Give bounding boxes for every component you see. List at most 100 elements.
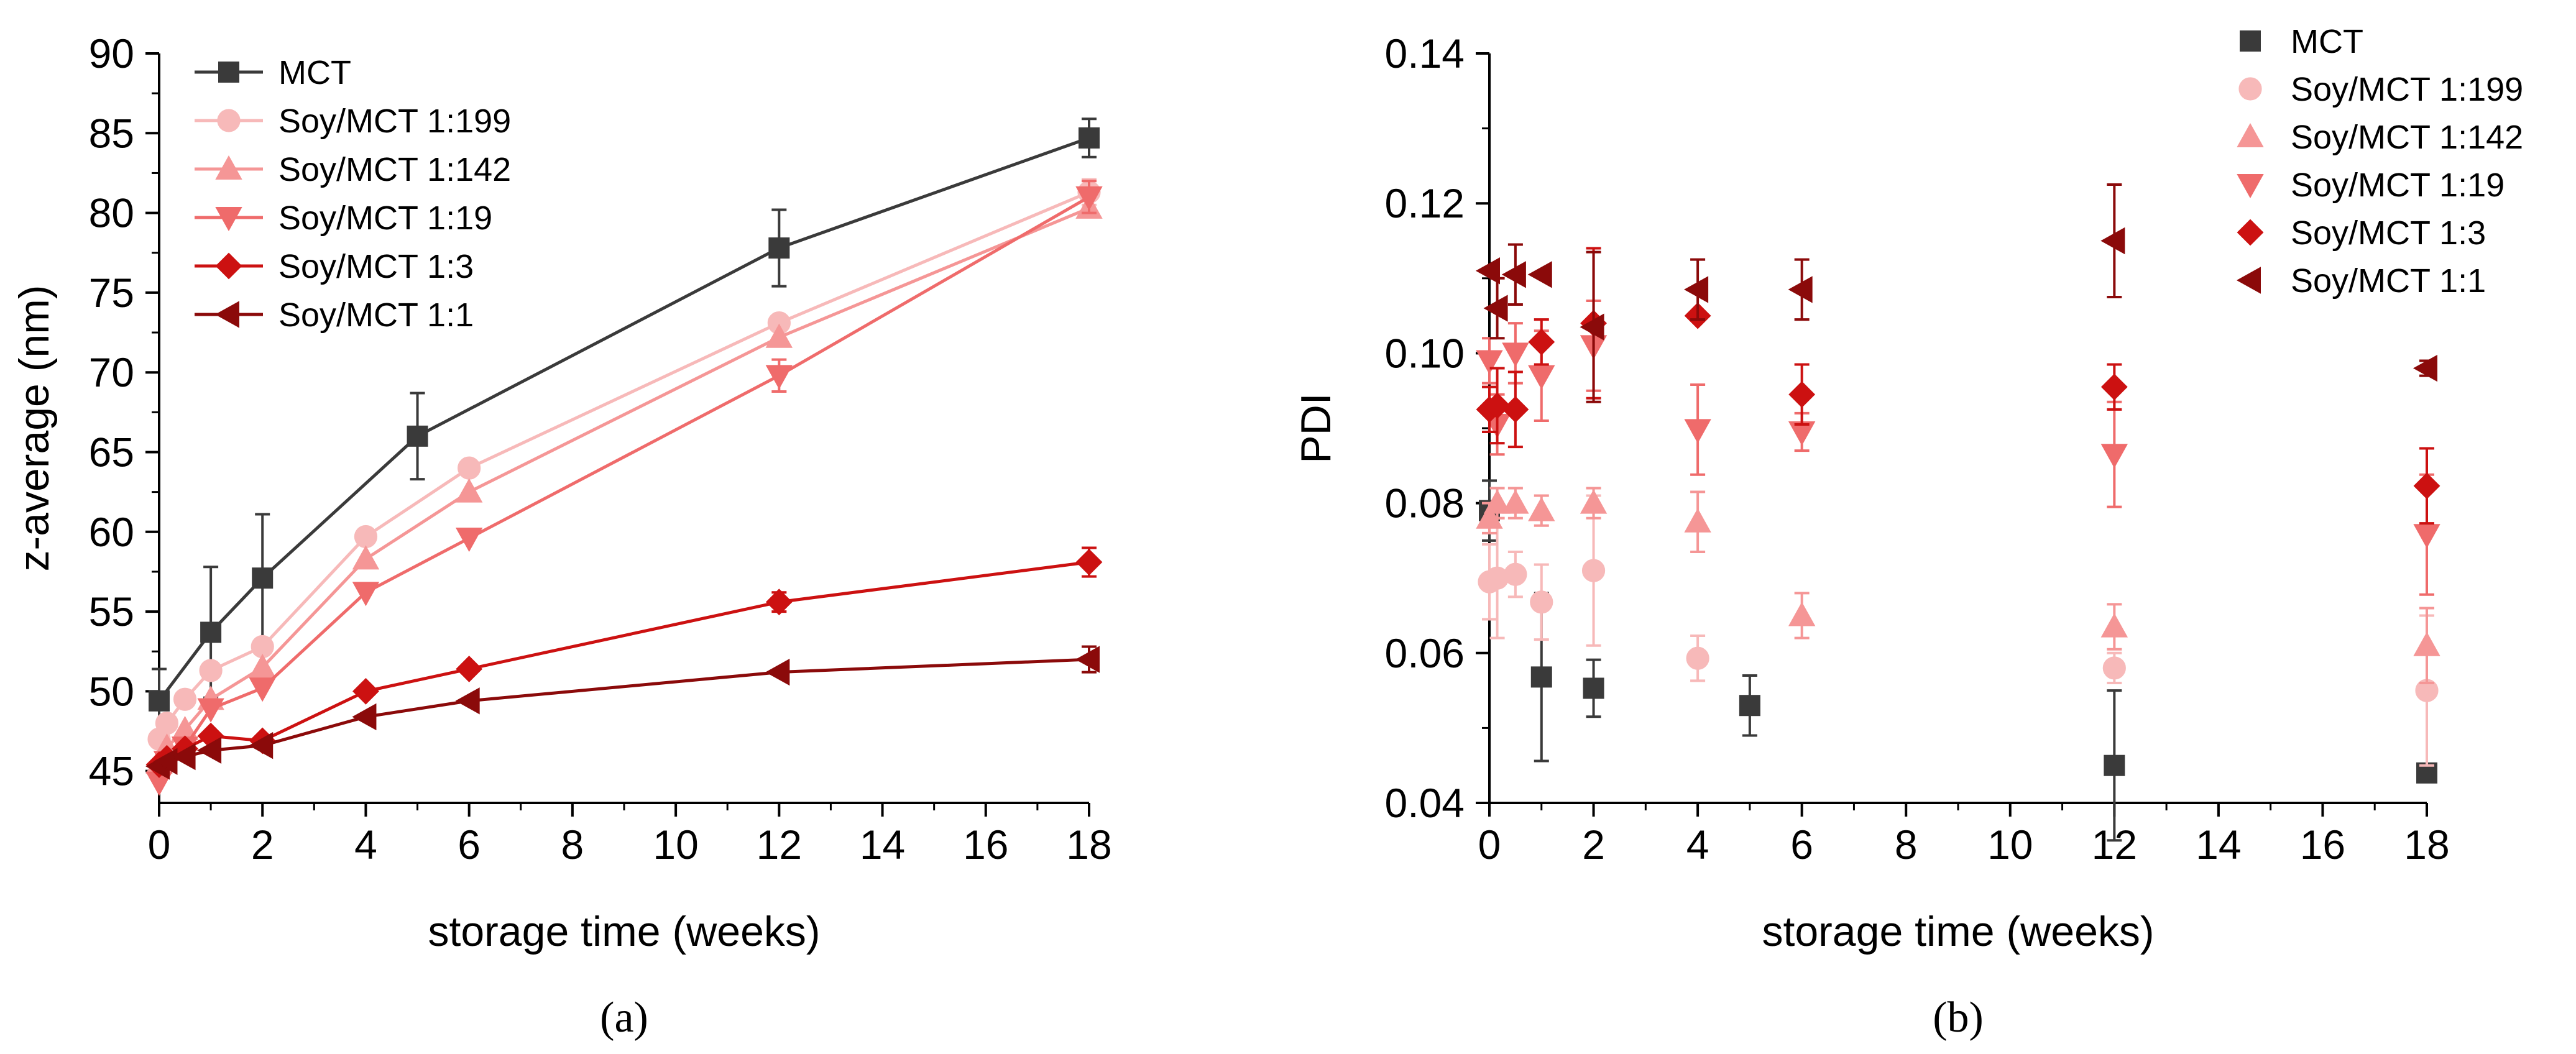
data-point bbox=[1075, 549, 1103, 575]
data-point bbox=[1075, 646, 1100, 673]
legend-marker bbox=[215, 207, 242, 232]
legend-label: Soy/MCT 1:199 bbox=[2291, 71, 2523, 108]
data-point bbox=[197, 736, 222, 764]
x-tick-label: 10 bbox=[1987, 822, 2033, 868]
x-tick-label: 8 bbox=[561, 822, 584, 868]
data-point bbox=[249, 677, 276, 702]
series-soy-mct-1-1 bbox=[145, 645, 1100, 780]
x-tick-label: 18 bbox=[1066, 822, 1111, 868]
data-point bbox=[456, 656, 483, 682]
data-point bbox=[153, 748, 178, 775]
data-point bbox=[352, 545, 380, 570]
panel-label: (a) bbox=[600, 994, 648, 1042]
x-tick-label: 0 bbox=[148, 822, 171, 868]
legend-marker bbox=[2240, 30, 2261, 52]
data-point bbox=[1583, 677, 1604, 699]
y-tick-label: 55 bbox=[89, 589, 134, 635]
panel-a-zaverage-chart: 0 2 4 6 8 10 12 14 16 18 45 50 55 60 65 70 75 80 85 90 stora… bbox=[11, 30, 1112, 1042]
legend-marker bbox=[2237, 122, 2264, 147]
y-tick-label: 80 bbox=[89, 190, 134, 236]
data-point bbox=[2100, 613, 2128, 638]
data-point bbox=[249, 653, 276, 678]
data-point bbox=[1580, 313, 1604, 341]
data-point bbox=[1075, 186, 1103, 211]
legend-label: MCT bbox=[278, 54, 351, 91]
data-point bbox=[2100, 373, 2128, 401]
data-point bbox=[1530, 590, 1553, 614]
data-point bbox=[1788, 276, 1813, 303]
x-tick-label: 0 bbox=[1478, 822, 1501, 868]
legend-marker bbox=[2238, 77, 2262, 101]
data-point bbox=[2413, 524, 2440, 549]
data-point bbox=[1528, 328, 1555, 355]
data-point bbox=[149, 690, 170, 712]
legend-item-soy-mct-1-1: Soy/MCT 1:1 bbox=[195, 296, 474, 334]
legend-item-soy-mct-1-199: Soy/MCT 1:199 bbox=[195, 103, 511, 140]
y-tick-label: 50 bbox=[89, 668, 134, 714]
x-tick-label: 10 bbox=[653, 822, 698, 868]
data-point bbox=[765, 658, 790, 686]
data-point bbox=[2413, 354, 2437, 382]
data-point bbox=[768, 237, 790, 259]
data-point bbox=[1581, 559, 1606, 582]
y-tick-label: 70 bbox=[89, 349, 134, 395]
legend-label: Soy/MCT 1:19 bbox=[2291, 167, 2505, 204]
data-point bbox=[458, 456, 481, 480]
legend-label: Soy/MCT 1:3 bbox=[278, 248, 474, 285]
y-tick-label: 90 bbox=[89, 30, 134, 76]
x-tick-label: 6 bbox=[1790, 822, 1813, 868]
data-point bbox=[1684, 508, 1711, 533]
data-point bbox=[1483, 489, 1511, 514]
legend-item-soy-mct-1-19: Soy/MCT 1:19 bbox=[195, 199, 492, 237]
x-tick-label: 2 bbox=[251, 822, 274, 868]
data-point bbox=[2100, 444, 2128, 469]
data-point bbox=[1502, 396, 1529, 423]
x-axis-title: storage time (weeks) bbox=[1762, 908, 2154, 955]
x-tick-label: 4 bbox=[354, 822, 377, 868]
data-point bbox=[2413, 631, 2440, 656]
data-point bbox=[455, 478, 483, 503]
data-point bbox=[1502, 342, 1529, 367]
legend-item-soy-mct-1-3: Soy/MCT 1:3 bbox=[195, 248, 474, 285]
data-point bbox=[455, 687, 480, 715]
x-tick-label: 16 bbox=[2300, 822, 2345, 868]
x-tick-label: 18 bbox=[2404, 822, 2449, 868]
x-tick-label: 8 bbox=[1895, 822, 1918, 868]
legend: MCT Soy/MCT 1:199 Soy/MCT 1:142 Soy/MCT 1:1… bbox=[2236, 23, 2523, 300]
y-tick-label: 60 bbox=[89, 509, 134, 555]
data-point bbox=[765, 365, 793, 390]
x-tick-label: 12 bbox=[757, 822, 802, 868]
data-point bbox=[354, 525, 378, 549]
data-point bbox=[2104, 754, 2125, 776]
legend-label: Soy/MCT 1:1 bbox=[278, 296, 474, 334]
data-point bbox=[2100, 227, 2125, 255]
legend-marker bbox=[2237, 219, 2264, 246]
legend-item-soy-mct-1-199: Soy/MCT 1:199 bbox=[2238, 71, 2523, 108]
data-point bbox=[197, 698, 224, 723]
series-soy-mct-1-3 bbox=[1476, 247, 2440, 525]
series-line bbox=[158, 136, 1090, 702]
data-point bbox=[1788, 602, 1816, 626]
legend-item-soy-mct-1-1: Soy/MCT 1:1 bbox=[2236, 262, 2486, 300]
data-point bbox=[200, 621, 222, 643]
legend-marker bbox=[218, 62, 239, 83]
y-tick-label: 0.08 bbox=[1385, 480, 1465, 526]
y-tick-label: 45 bbox=[89, 748, 134, 794]
series-soy-mct-1-19 bbox=[1476, 299, 2440, 596]
legend-label: Soy/MCT 1:1 bbox=[2291, 262, 2486, 300]
y-tick-label: 0.04 bbox=[1385, 780, 1465, 826]
x-tick-label: 16 bbox=[963, 822, 1008, 868]
data-point bbox=[1079, 127, 1100, 149]
x-tick-label: 14 bbox=[2196, 822, 2241, 868]
y-tick-label: 0.12 bbox=[1385, 180, 1465, 226]
data-point bbox=[1483, 295, 1508, 322]
legend-item-soy-mct-1-19: Soy/MCT 1:19 bbox=[2237, 167, 2505, 204]
series-soy-mct-1-199 bbox=[1478, 494, 2439, 767]
data-point bbox=[1527, 261, 1552, 288]
y-tick-label: 85 bbox=[89, 110, 134, 156]
data-point bbox=[2102, 656, 2126, 680]
legend-label: Soy/MCT 1:3 bbox=[2291, 214, 2486, 252]
x-tick-label: 6 bbox=[458, 822, 481, 868]
data-point bbox=[252, 567, 274, 589]
